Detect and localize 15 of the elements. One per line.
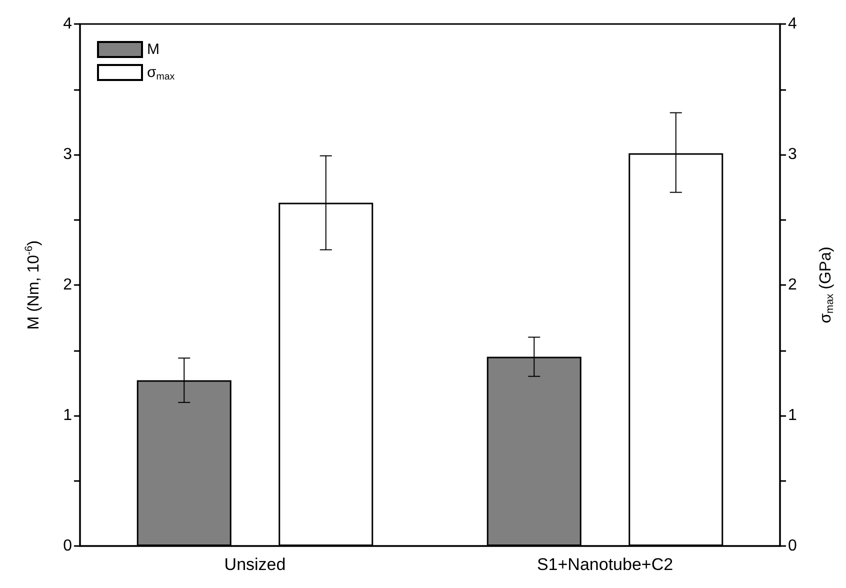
y-tick-label: 2	[63, 276, 72, 294]
y2-tick-label: 4	[788, 16, 797, 32]
y-tick-label: 0	[63, 538, 72, 554]
y2-axis-title: σmax (GPa)	[817, 246, 836, 324]
y2-tick-label: 2	[788, 276, 797, 294]
y-axis-title: M (Nm, 10-6)	[24, 240, 43, 330]
y-tick-label: 3	[63, 146, 72, 163]
y-tick-label: 4	[63, 16, 72, 32]
y-tick-label: 1	[63, 407, 72, 424]
y2-tick-label: 0	[788, 538, 797, 554]
y2-tick-label: 1	[788, 407, 797, 424]
x-tick-label: Unsized	[224, 555, 286, 574]
y2-tick-label: 3	[788, 146, 797, 163]
x-tick-label: S1+Nanotube+C2	[536, 555, 674, 574]
legend-label: M	[147, 41, 160, 58]
